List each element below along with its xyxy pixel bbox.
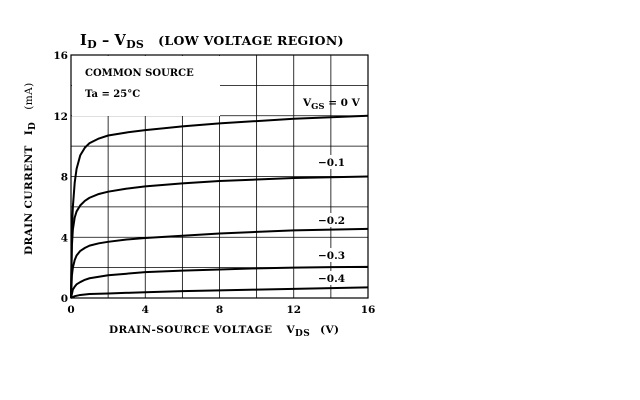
y-tick-label-3: 12 — [53, 111, 68, 123]
x-tick-label-3: 12 — [286, 304, 301, 316]
y-tick-label-1: 4 — [61, 232, 68, 244]
series-curve-0 — [70, 114, 369, 299]
series-label-minus-0-3: −0.3 — [318, 250, 345, 262]
series-label-bg-1 — [316, 155, 346, 169]
series-curve-4 — [70, 286, 369, 299]
y-tick-label-2: 8 — [61, 172, 68, 184]
series-group — [70, 114, 369, 299]
chart-title: ID – VDS (LOW VOLTAGE REGION) — [80, 32, 344, 51]
annotation-common-source: COMMON SOURCE — [85, 68, 194, 79]
x-axis-label: DRAIN-SOURCE VOLTAGE VDS (V) — [109, 324, 339, 339]
y-tick-label-4: 16 — [53, 50, 68, 62]
series-label-minus-0-2: −0.2 — [318, 215, 345, 227]
x-axis-unit: (V) — [320, 324, 339, 336]
title-vds-symbol: V — [114, 32, 127, 49]
series-curve-1 — [70, 175, 369, 299]
title-dash: – — [102, 32, 110, 49]
series-label-vgs-0: VGS = 0 V — [302, 97, 361, 112]
annotation-temperature: Ta = 25°C — [85, 89, 140, 100]
x-tick-label-1: 4 — [142, 304, 149, 316]
annotation-box — [72, 56, 220, 116]
series-curve-2 — [70, 227, 369, 299]
x-axis-symbol-sub: DS — [295, 329, 310, 339]
y-axis-label-text: DRAIN CURRENT — [23, 145, 35, 255]
title-vds-sub: DS — [126, 38, 144, 51]
series-curve-3 — [70, 265, 369, 299]
y-axis-label: DRAIN CURRENT ID (mA) — [23, 82, 38, 255]
series-label-vgs-0-main: V — [302, 97, 312, 109]
series-label-bg-3 — [316, 248, 346, 262]
title-id-sub: D — [87, 38, 97, 51]
x-tick-label-2: 8 — [216, 304, 223, 316]
x-tick-label-4: 16 — [361, 304, 376, 316]
x-axis-symbol: V — [285, 324, 295, 336]
y-tick-label-0: 0 — [61, 293, 68, 305]
series-label-bg-4 — [316, 271, 346, 285]
x-axis-label-text: DRAIN-SOURCE VOLTAGE — [109, 324, 272, 336]
series-label-vgs-0-sub: GS — [311, 102, 324, 112]
series-label-bg-2 — [316, 213, 346, 227]
series-label-minus-0-1: −0.1 — [318, 157, 345, 169]
y-axis-unit: (mA) — [23, 82, 35, 109]
y-axis-symbol-sub: D — [28, 122, 38, 130]
x-tick-label-0: 0 — [67, 304, 74, 316]
title-id-symbol: I — [80, 32, 87, 49]
series-label-vgs-0-rest: = 0 V — [325, 97, 361, 109]
y-axis-symbol: I — [23, 130, 35, 135]
title-region: (LOW VOLTAGE REGION) — [158, 33, 344, 48]
tick-labels: 0 4 8 12 16 0 4 8 12 16 — [53, 50, 375, 316]
series-label-minus-0-4: −0.4 — [318, 273, 345, 285]
